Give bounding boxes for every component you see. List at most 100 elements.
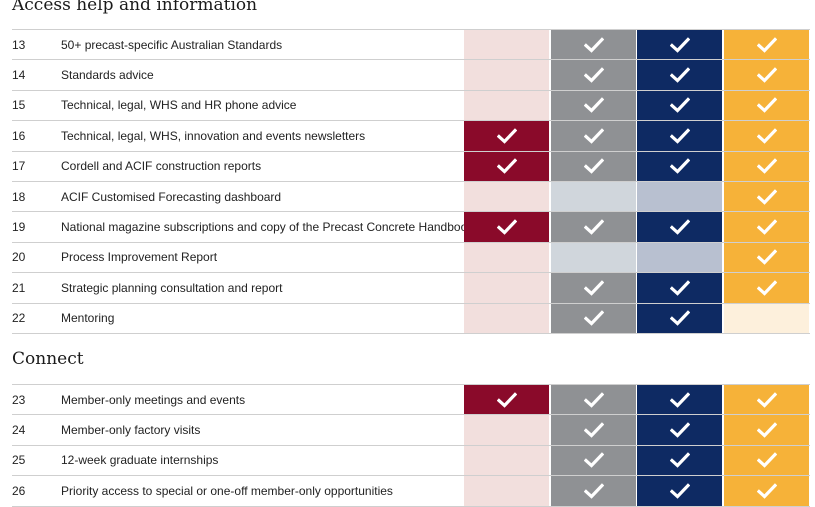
- tier-cell-3: [637, 476, 722, 506]
- tier-cell-4: [724, 151, 809, 181]
- tier-cell-4: [724, 476, 809, 506]
- table-row: 21 Strategic planning consultation and re…: [12, 273, 810, 304]
- table-row: 23 Member-only meetings and events: [12, 384, 810, 416]
- tier-cell-4: [724, 30, 809, 60]
- row-number: 24: [12, 423, 26, 438]
- checkmark-icon: [669, 310, 690, 326]
- access-table: 13 50+ precast-specific Australian Standa…: [12, 29, 810, 334]
- checkmark-icon: [583, 219, 604, 235]
- tier-cell-2: [551, 476, 636, 506]
- row-number: 13: [12, 37, 26, 52]
- tier-cell-4: [724, 303, 809, 333]
- checkmark-icon: [756, 158, 777, 174]
- tier-cell-3: [637, 385, 722, 415]
- tier-cell-3: [637, 121, 722, 151]
- table-row: 26 Priority access to special or one-off …: [12, 476, 810, 507]
- tier-cell-3: [637, 151, 722, 181]
- checkmark-icon: [496, 219, 517, 235]
- tier-cell-3: [637, 415, 722, 445]
- row-number: 23: [12, 392, 26, 407]
- table-row: 24 Member-only factory visits: [12, 415, 810, 446]
- tier-cell-2: [551, 60, 636, 90]
- tier-cell-3: [637, 60, 722, 90]
- tier-cell-2: [551, 30, 636, 60]
- row-label: Priority access to special or one-off me…: [61, 483, 393, 498]
- tier-cell-4: [724, 212, 809, 242]
- tier-cell-1: [464, 151, 549, 181]
- tier-cell-1: [464, 476, 549, 506]
- checkmark-icon: [669, 219, 690, 235]
- checkmark-icon: [756, 188, 777, 205]
- section-title-connect: Connect: [12, 349, 84, 369]
- checkmark-icon: [583, 128, 604, 144]
- row-label: 12-week graduate internships: [61, 453, 219, 468]
- checkmark-icon: [583, 422, 604, 438]
- tier-cell-2: [551, 303, 636, 333]
- checkmark-icon: [756, 391, 777, 408]
- tier-cell-3: [637, 242, 722, 273]
- checkmark-icon: [756, 219, 777, 235]
- checkmark-icon: [756, 280, 777, 296]
- checkmark-icon: [669, 128, 690, 144]
- tier-cell-2: [551, 445, 636, 476]
- tier-cell-1: [464, 90, 549, 121]
- row-number: 22: [12, 311, 26, 326]
- tier-cell-3: [637, 30, 722, 60]
- tier-cell-1: [464, 60, 549, 90]
- checkmark-icon: [669, 280, 690, 296]
- tier-cell-1: [464, 385, 549, 415]
- checkmark-icon: [756, 36, 777, 53]
- checkmark-icon: [756, 452, 777, 469]
- tier-cell-3: [637, 303, 722, 333]
- tier-cell-2: [551, 385, 636, 415]
- tier-cell-4: [724, 90, 809, 121]
- tier-cell-4: [724, 121, 809, 151]
- tier-cell-1: [464, 415, 549, 445]
- checkmark-icon: [496, 158, 517, 174]
- table-row: 17 Cordell and ACIF construction reports: [12, 151, 810, 182]
- table-row: 13 50+ precast-specific Australian Standa…: [12, 29, 810, 61]
- tier-cell-2: [551, 181, 636, 212]
- tier-cell-4: [724, 242, 809, 273]
- connect-table: 23 Member-only meetings and events 24 Membe…: [12, 384, 810, 507]
- tier-cell-2: [551, 90, 636, 121]
- checkmark-icon: [756, 67, 777, 83]
- tier-cell-3: [637, 181, 722, 212]
- row-number: 18: [12, 189, 26, 204]
- checkmark-icon: [756, 483, 777, 499]
- row-number: 25: [12, 453, 26, 468]
- tier-cell-4: [724, 445, 809, 476]
- table-row: 25 12-week graduate internships: [12, 445, 810, 477]
- tier-cell-4: [724, 273, 809, 303]
- row-label: Standards advice: [61, 68, 154, 83]
- table-row: 22 Mentoring: [12, 303, 810, 334]
- checkmark-icon: [583, 158, 604, 174]
- tier-cell-1: [464, 303, 549, 333]
- row-label: Member-only meetings and events: [61, 392, 246, 407]
- tier-cell-2: [551, 121, 636, 151]
- row-number: 14: [12, 68, 26, 83]
- checkmark-icon: [756, 128, 777, 144]
- row-label: 50+ precast-specific Australian Standard…: [61, 37, 283, 52]
- row-label: Strategic planning consultation and repo…: [61, 280, 283, 295]
- tier-cell-3: [637, 445, 722, 476]
- row-number: 26: [12, 483, 26, 498]
- tier-cell-2: [551, 151, 636, 181]
- checkmark-icon: [496, 128, 517, 144]
- table-row: 16 Technical, legal, WHS, innovation and …: [12, 121, 810, 152]
- checkmark-icon: [756, 422, 777, 438]
- checkmark-icon: [583, 67, 604, 83]
- tier-cell-4: [724, 415, 809, 445]
- table-row: 20 Process Improvement Report: [12, 242, 810, 274]
- checkmark-icon: [496, 391, 517, 408]
- checkmark-icon: [669, 36, 690, 53]
- table-row: 18 ACIF Customised Forecasting dashboard: [12, 181, 810, 213]
- row-label: Technical, legal, WHS and HR phone advic…: [61, 98, 297, 113]
- tier-cell-3: [637, 273, 722, 303]
- row-number: 16: [12, 128, 26, 143]
- row-number: 15: [12, 98, 26, 113]
- row-label: National magazine subscriptions and copy…: [61, 220, 474, 235]
- table-row: 19 National magazine subscriptions and co…: [12, 212, 810, 243]
- table-row: 14 Standards advice: [12, 60, 810, 91]
- checkmark-icon: [669, 483, 690, 499]
